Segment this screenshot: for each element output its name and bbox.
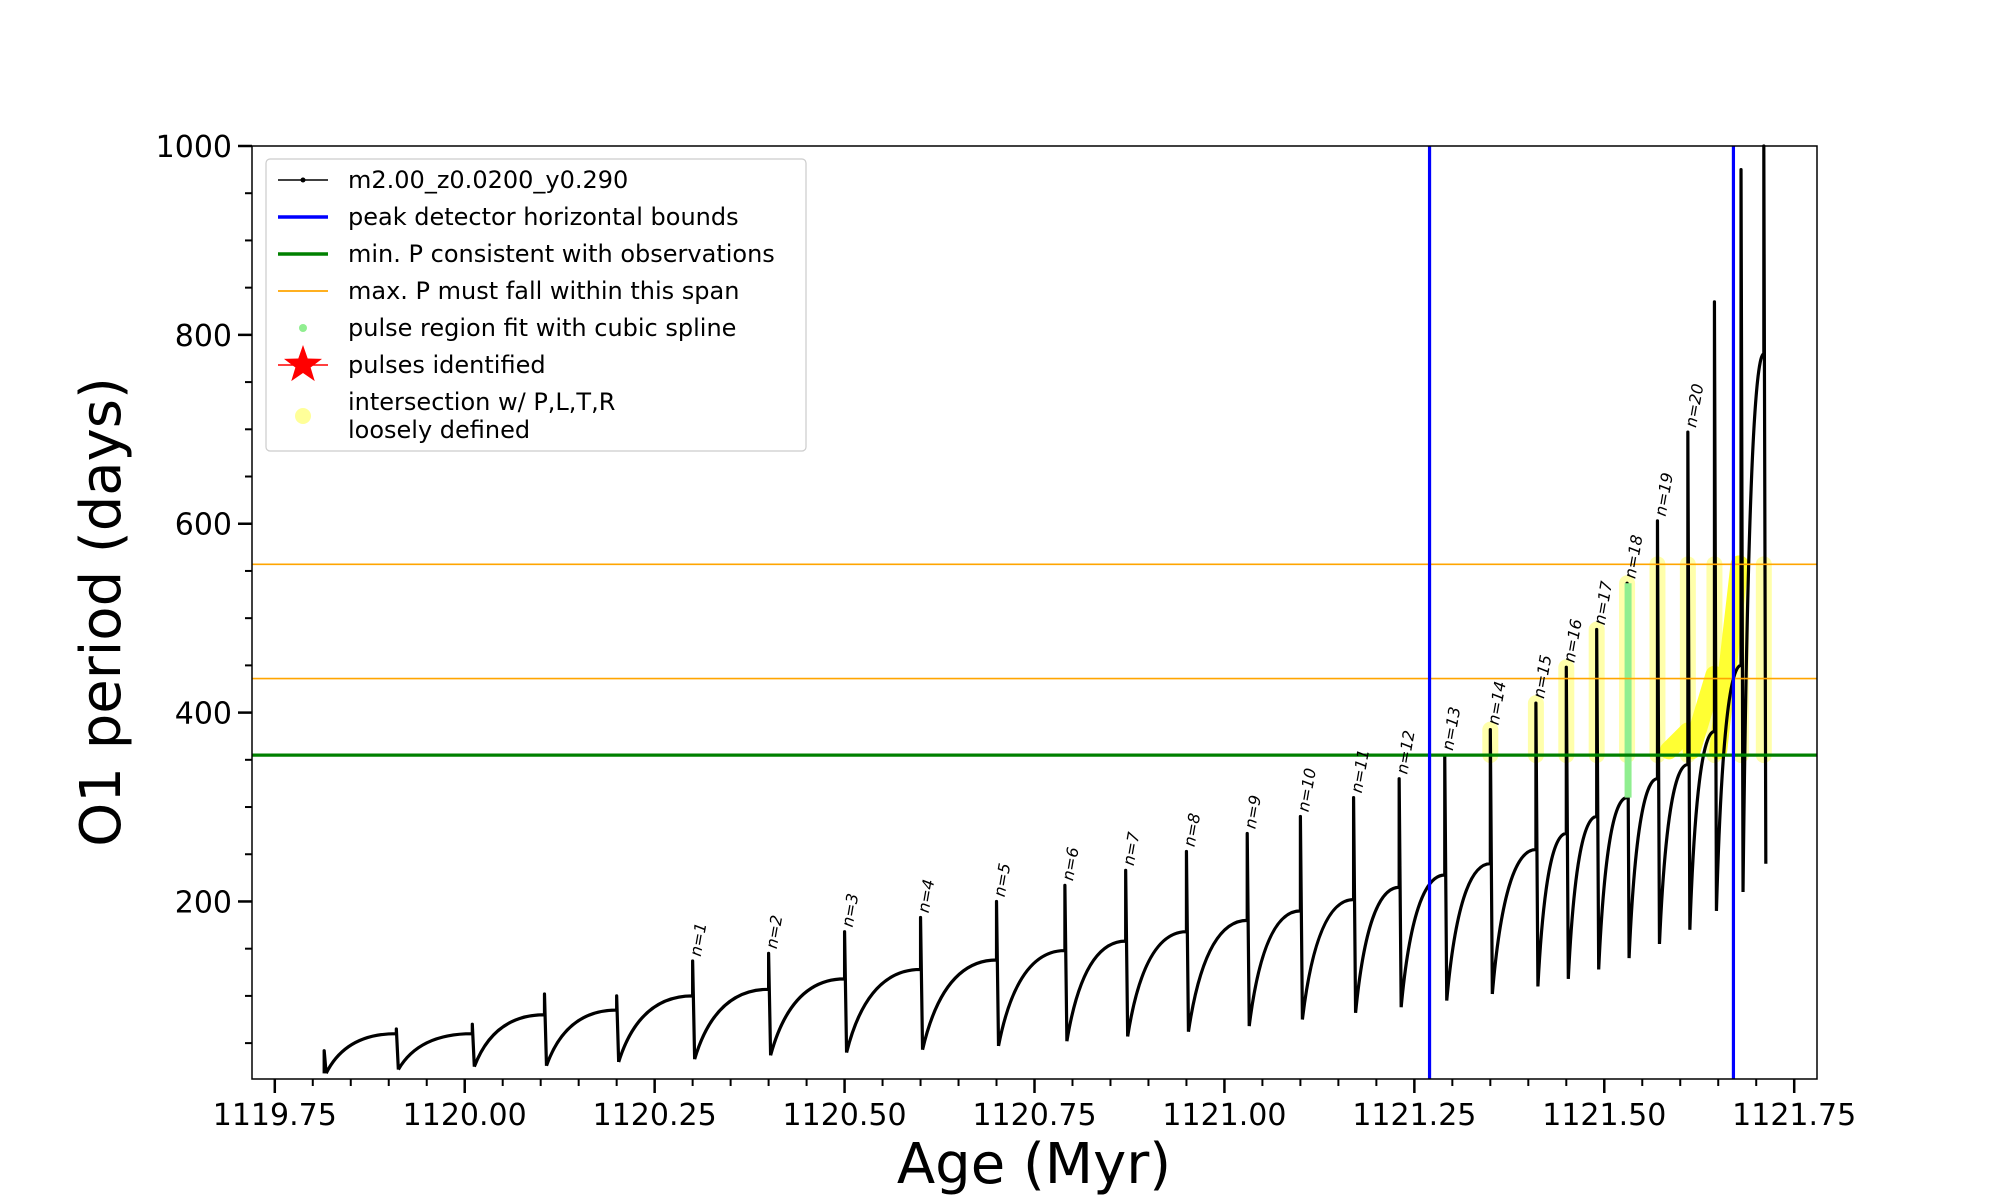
intersection-ramp bbox=[1709, 555, 1749, 760]
x-tick-label: 1119.75 bbox=[213, 1098, 337, 1133]
x-axis-title: Age (Myr) bbox=[897, 1132, 1171, 1197]
x-tick-label: 1120.25 bbox=[593, 1098, 717, 1133]
y-tick-label: 200 bbox=[175, 885, 232, 920]
legend-label: intersection w/ P,L,T,R bbox=[348, 388, 615, 416]
x-tick-label: 1120.75 bbox=[972, 1098, 1096, 1133]
axes-layer: 1119.75 1120.00 1120.25 1120.50 1120.75 1121.… bbox=[156, 130, 1857, 1133]
x-tick-label: 1121.25 bbox=[1352, 1098, 1476, 1133]
legend-box bbox=[265, 158, 807, 452]
legend-swatch bbox=[283, 345, 323, 382]
intersection-ramp bbox=[1659, 722, 1697, 760]
x-tick-label: 1121.50 bbox=[1542, 1098, 1666, 1133]
legend-swatch bbox=[299, 324, 307, 332]
legend-label: m2.00_z0.0200_y0.290 bbox=[348, 166, 628, 194]
model-curve bbox=[322, 144, 1768, 1075]
legend-swatch-dot bbox=[300, 177, 306, 183]
horizontal-lines-layer bbox=[252, 563, 1817, 757]
y-tick-label: 400 bbox=[175, 697, 232, 732]
model-curve-layer bbox=[322, 144, 1768, 1075]
legend-label: peak detector horizontal bounds bbox=[348, 203, 739, 231]
legend-label: pulse region fit with cubic spline bbox=[348, 314, 736, 342]
vertical-lines-layer bbox=[1427, 146, 1736, 1079]
x-tick-label: 1121.00 bbox=[1162, 1098, 1286, 1133]
y-tick-label: 1000 bbox=[156, 130, 232, 165]
intersection-ramp bbox=[1682, 665, 1724, 760]
y-tick-label: 800 bbox=[175, 319, 232, 354]
legend-label: loosely defined bbox=[348, 416, 530, 444]
legend-label: min. P consistent with observations bbox=[348, 240, 775, 268]
x-tick-label: 1120.00 bbox=[403, 1098, 527, 1133]
legend-swatch bbox=[295, 408, 311, 424]
y-axis-title: O1 period (days) bbox=[69, 377, 134, 847]
legend-label: pulses identified bbox=[348, 351, 546, 379]
legend-label: max. P must fall within this span bbox=[348, 277, 739, 305]
x-tick-label: 1120.50 bbox=[783, 1098, 907, 1133]
x-tick-label: 1121.75 bbox=[1732, 1098, 1856, 1133]
y-tick-label: 600 bbox=[175, 508, 232, 543]
